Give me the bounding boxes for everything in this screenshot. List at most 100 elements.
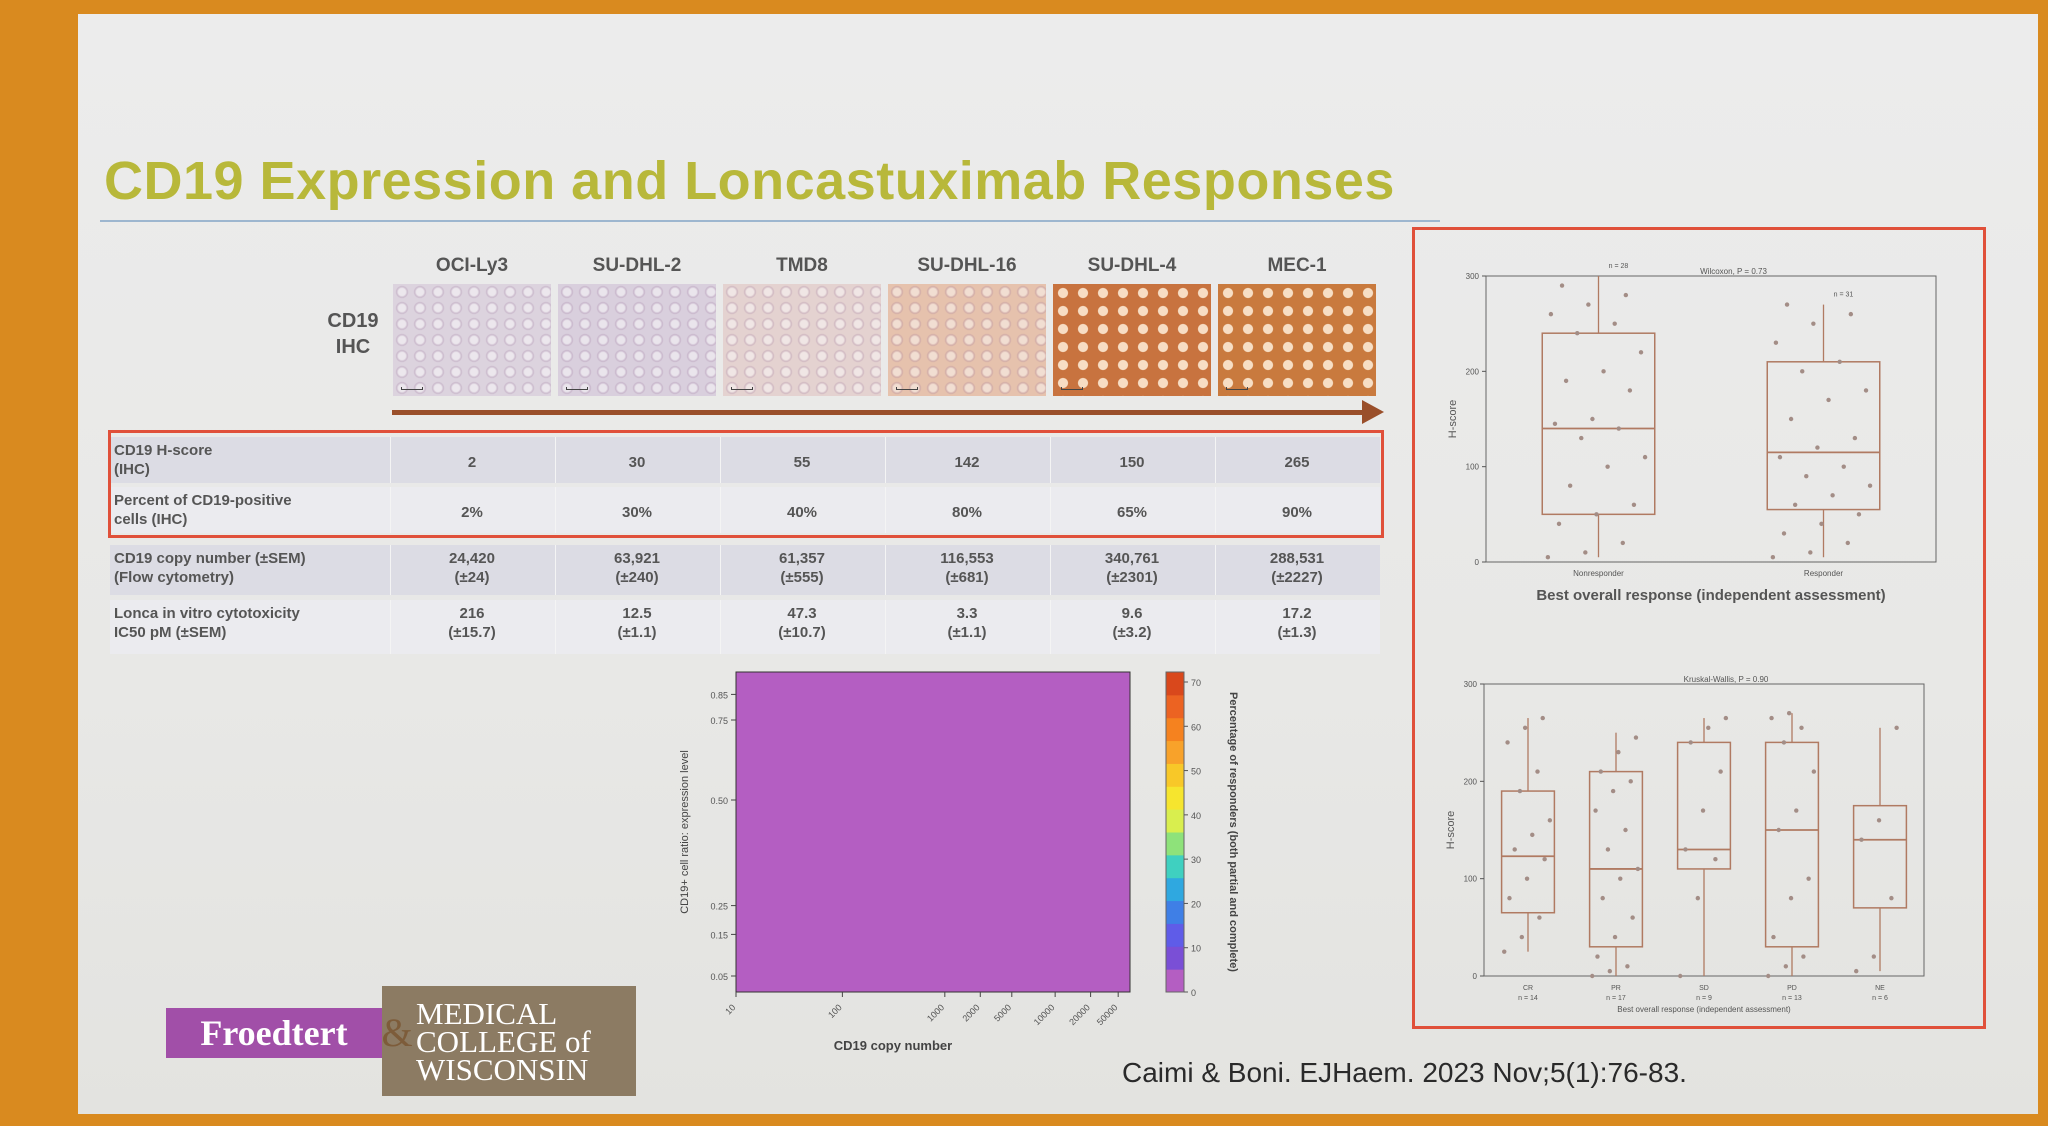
data-point [1852, 435, 1858, 441]
table-cell-line: 30 [628, 454, 646, 471]
table-cell: 63,921 (±240) [555, 549, 719, 587]
scale-bar [1061, 387, 1083, 390]
contour-y-axis-title: CD19+ cell ratio: expression level [679, 750, 691, 914]
x-tick-label: 10000 [1032, 1002, 1057, 1027]
cell-line-label: MEC-1 [1267, 255, 1327, 276]
data-point [1623, 827, 1628, 833]
table-row: CD19 H-score (IHC) 2 30 55 142 150 265 [110, 437, 1380, 483]
colorbar-swatch [1166, 923, 1184, 947]
cell-line-label: OCI-Ly3 [435, 255, 509, 276]
data-point [1507, 895, 1512, 901]
table-row-label-line: CD19 H-score [114, 442, 213, 459]
y-tick-label: 0.05 [710, 972, 728, 982]
slide-title: CD19 Expression and Loncastuximab Respon… [104, 151, 1395, 211]
table-row-label-line: (IHC) [114, 461, 150, 478]
data-point [1766, 973, 1771, 979]
table-cell-line: (±1.1) [947, 624, 987, 641]
boxplot-x-axis-title: Best overall response (independent asses… [1617, 1005, 1791, 1014]
x-tick-label: 2000 [960, 1002, 981, 1023]
table-cell: 116,553 (±681) [885, 549, 1049, 587]
data-point [1856, 512, 1862, 517]
iqr-box [1766, 361, 1881, 511]
data-point [1854, 968, 1859, 974]
boxplot-x-axis-title: Best overall response (independent asses… [1536, 587, 1885, 604]
data-point [1642, 454, 1648, 460]
y-tick-label: 0.85 [710, 690, 728, 700]
colorbar-tick-label: 70 [1191, 678, 1201, 688]
table-column-separator [555, 487, 556, 533]
data-point [1771, 934, 1776, 940]
data-point [1627, 388, 1633, 393]
data-point [1713, 857, 1718, 862]
table-row-label-line: cells (IHC) [114, 511, 188, 528]
table-cell: 216 (±15.7) [390, 604, 554, 642]
citation: Caimi & Boni. EJHaem. 2023 Nov;5(1):76-8… [1122, 1057, 1687, 1088]
data-point [1607, 968, 1613, 974]
table-row-label-line: Lonca in vitro cytotoxicity [114, 605, 300, 622]
table-column-separator [885, 487, 886, 533]
x-category-label: SD [1699, 985, 1709, 992]
data-point [1784, 302, 1790, 307]
table-column-separator [1215, 545, 1216, 595]
data-point [1695, 895, 1701, 901]
colorbar-frame [1165, 671, 1185, 993]
data-point [1631, 502, 1637, 507]
data-point [1815, 445, 1820, 450]
data-point [1559, 283, 1565, 288]
cell-line-label: SU-DHL-2 [592, 255, 682, 276]
data-point [1542, 857, 1547, 862]
data-point [1502, 949, 1507, 954]
boxplot-frame [1485, 275, 1937, 563]
table-column-separator [1215, 437, 1216, 483]
data-point [1616, 749, 1621, 755]
table-column-separator [720, 437, 721, 483]
y-tick-label: 200 [1466, 367, 1480, 376]
y-tick-label: 0.15 [710, 930, 728, 940]
data-point [1630, 915, 1635, 920]
data-point [1567, 483, 1573, 488]
data-point [1848, 311, 1854, 317]
table-cell-line: (±24) [454, 569, 490, 586]
table-cell-line: 40% [786, 504, 818, 521]
ihc-row-label: CD19 IHC [327, 310, 379, 358]
data-point [1806, 876, 1811, 881]
table-cell: 80% [885, 503, 1049, 522]
table-column-separator [885, 437, 886, 483]
table-cell: 288,531 (±2227) [1215, 549, 1379, 587]
ihc-image [1053, 284, 1211, 396]
table-cell-line: 12.5 [622, 605, 652, 622]
data-point [1773, 340, 1779, 345]
data-point [1638, 350, 1644, 355]
logo-ampersand: & [381, 1010, 413, 1055]
table-cell: 30 [555, 453, 719, 472]
data-point [1575, 331, 1580, 336]
data-point [1605, 464, 1610, 469]
data-point [1867, 483, 1873, 488]
hscore-boxplot-panel [1412, 227, 1986, 1029]
data-point [1586, 302, 1591, 307]
data-point [1505, 740, 1510, 745]
data-point [1792, 502, 1798, 507]
data-point [1623, 292, 1629, 298]
data-point [1594, 512, 1599, 517]
boxplot-box [1588, 732, 1644, 979]
data-point [1618, 876, 1623, 881]
table-cell-line: 17.2 [1282, 605, 1312, 622]
table-cell-line: 80% [951, 504, 983, 521]
table-row-label-line: IC50 pM (±SEM) [114, 624, 227, 641]
table-cell: 40% [720, 503, 884, 522]
ihc-image [1218, 284, 1376, 396]
table-cell-line: (±681) [945, 569, 989, 586]
expression-arrow-head [1362, 400, 1384, 424]
colorbar-tick-label: 50 [1191, 767, 1201, 777]
y-tick-label: 0 [1473, 972, 1478, 981]
contour-frame [735, 671, 1131, 993]
table-cell: 150 [1050, 453, 1214, 472]
table-cell: 3.3 (±1.1) [885, 604, 1049, 642]
table-cell: 265 [1215, 453, 1379, 472]
x-tick-label: 10 [723, 1002, 737, 1016]
y-tick-label: 0.50 [710, 796, 728, 806]
colorbar-swatch [1166, 877, 1184, 902]
data-point [1552, 421, 1558, 426]
data-point [1770, 555, 1776, 560]
